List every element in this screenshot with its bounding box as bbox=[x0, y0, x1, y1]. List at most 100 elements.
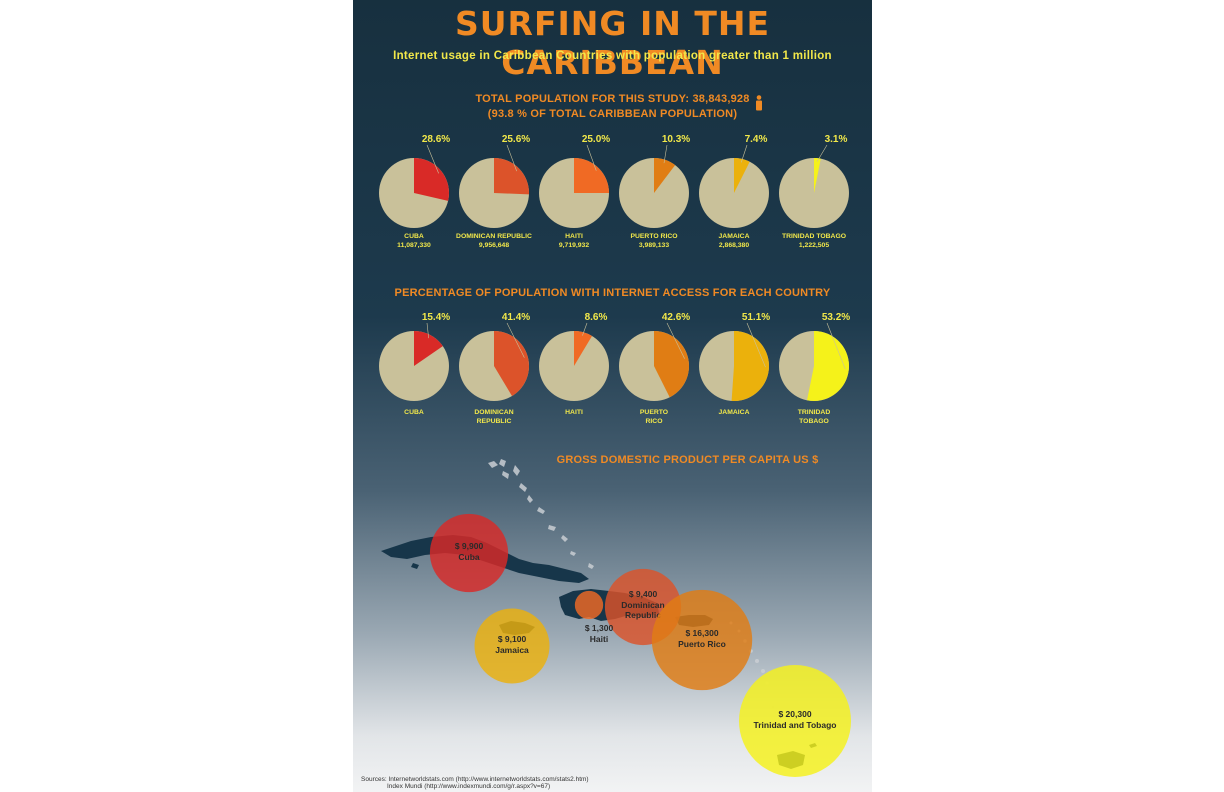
pie-puerto-rico: 42.6% PUERTO RICO bbox=[619, 312, 690, 425]
leader-line-puerto-rico bbox=[666, 322, 685, 359]
pie-haiti: 8.6% HAITI bbox=[539, 312, 609, 416]
isle-of-youth bbox=[411, 563, 419, 569]
pie-cuba: 28.6% CUBA 11,087,330 bbox=[379, 134, 450, 249]
pie-jamaica: 51.1% JAMAICA bbox=[699, 312, 770, 416]
gdp-circle-puerto-rico bbox=[651, 589, 753, 691]
leader-line-trinidad-tobago bbox=[816, 144, 828, 162]
leader-line-dominican-republic bbox=[506, 144, 517, 172]
leader-line-dominican-republic bbox=[506, 322, 525, 358]
leader-line-puerto-rico bbox=[663, 144, 668, 164]
leader-line-haiti bbox=[586, 144, 597, 171]
pie-slice-puerto-rico bbox=[654, 331, 689, 398]
pie-pct-puerto-rico: 10.3% bbox=[662, 134, 690, 145]
pie-puerto-rico: 10.3% PUERTO RICO 3,989,133 bbox=[619, 134, 690, 249]
pie-label-haiti: HAITI bbox=[565, 409, 583, 416]
gdp-name-haiti: Haiti bbox=[590, 634, 608, 644]
gdp-circle-jamaica bbox=[474, 608, 550, 684]
pie-slice-haiti bbox=[574, 158, 609, 193]
gdp-value-jamaica: $ 9,100 bbox=[498, 634, 527, 644]
pie-slice-cuba bbox=[414, 158, 449, 201]
page-title: SURFING IN THE CARIBBEAN bbox=[454, 4, 771, 82]
pie-label-dominican-republic: DOMINICAN REPUBLIC bbox=[456, 233, 532, 240]
source-line-2: Index Mundi (http://www.indexmundi.com/g… bbox=[387, 783, 551, 790]
leader-line-cuba bbox=[426, 322, 429, 339]
pie-pct-trinidad-tobago: 3.1% bbox=[825, 134, 848, 145]
pie-label-puerto-rico: PUERTO bbox=[640, 409, 668, 416]
pie-label-trinidad-tobago: TRINIDAD bbox=[798, 409, 831, 416]
gdp-title: GROSS DOMESTIC PRODUCT PER CAPITA US $ bbox=[556, 454, 819, 466]
gdp-value-dominican-republic: $ 9,400 bbox=[629, 589, 658, 599]
pie-dominican-republic: 25.6% DOMINICAN REPUBLIC 9,956,648 bbox=[456, 134, 532, 249]
population-title-line1: TOTAL POPULATION FOR THIS STUDY: 38,843,… bbox=[475, 93, 750, 105]
pie-label-puerto-rico: RICO bbox=[646, 418, 663, 425]
pie-cuba: 15.4% CUBA bbox=[379, 312, 450, 416]
pie-value-cuba: 11,087,330 bbox=[397, 242, 431, 249]
pie-jamaica: 7.4% JAMAICA 2,868,380 bbox=[699, 134, 769, 249]
pie-label-cuba: CUBA bbox=[404, 233, 424, 240]
pie-label-trinidad-tobago: TOBAGO bbox=[799, 418, 829, 425]
pie-label-cuba: CUBA bbox=[404, 409, 424, 416]
gdp-name-puerto-rico: Puerto Rico bbox=[678, 639, 726, 649]
gdp-name-dominican-republic: Dominican bbox=[621, 600, 664, 610]
leader-line-haiti bbox=[582, 322, 588, 336]
pie-pct-dominican-republic: 25.6% bbox=[502, 134, 530, 145]
source-line-1: Sources: Internetworldstats.com (http://… bbox=[361, 776, 589, 783]
pie-pct-cuba: 28.6% bbox=[422, 134, 450, 145]
pie-slice-trinidad-tobago bbox=[814, 158, 821, 193]
person-icon bbox=[756, 95, 762, 111]
gdp-circle-cuba bbox=[429, 513, 509, 593]
gdp-value-cuba: $ 9,900 bbox=[455, 541, 484, 551]
population-pie-chart: 28.6% CUBA 11,087,330 25.6% DOMINICAN REPUBL… bbox=[379, 134, 849, 249]
pie-pct-puerto-rico: 42.6% bbox=[662, 312, 690, 323]
leader-line-trinidad-tobago bbox=[826, 322, 846, 370]
pie-slice-haiti bbox=[574, 331, 593, 366]
pie-dominican-republic: 41.4% DOMINICAN REPUBLIC bbox=[459, 312, 530, 425]
pie-trinidad-tobago: 53.2% TRINIDAD TOBAGO bbox=[779, 312, 850, 425]
pie-pct-dominican-republic: 41.4% bbox=[502, 312, 530, 323]
pie-slice-cuba bbox=[414, 331, 443, 366]
leader-line-jamaica bbox=[740, 144, 748, 163]
pie-value-haiti: 9,719,932 bbox=[559, 242, 589, 249]
gdp-name-trinidad-tobago: Trinidad and Tobago bbox=[754, 720, 837, 730]
pie-label-dominican-republic: REPUBLIC bbox=[477, 418, 512, 425]
pie-label-jamaica: JAMAICA bbox=[719, 409, 750, 416]
gdp-name-jamaica: Jamaica bbox=[495, 645, 529, 655]
pie-value-puerto-rico: 3,989,133 bbox=[639, 242, 669, 249]
pie-value-jamaica: 2,868,380 bbox=[719, 242, 749, 249]
population-title-line2: (93.8 % OF TOTAL CARIBBEAN POPULATION) bbox=[487, 108, 738, 120]
pie-label-puerto-rico: PUERTO RICO bbox=[630, 233, 677, 240]
leader-line-cuba bbox=[426, 144, 439, 174]
pie-slice-jamaica bbox=[731, 331, 770, 401]
pie-slice-dominican-republic bbox=[494, 158, 529, 195]
pie-value-trinidad-tobago: 1,222,505 bbox=[799, 242, 829, 249]
page-subtitle: Internet usage in Caribbean Countries wi… bbox=[393, 50, 832, 62]
internet-pie-chart: 15.4% CUBA 41.4% DOMINICAN REPUBLIC 8.6% HAITI… bbox=[379, 312, 850, 425]
bahamas-islands bbox=[488, 459, 594, 569]
gdp-circle-haiti bbox=[574, 590, 604, 620]
gdp-name-dominican-republic: Republic bbox=[625, 610, 661, 620]
pie-haiti: 25.0% HAITI 9,719,932 bbox=[539, 134, 610, 249]
pie-slice-jamaica bbox=[734, 158, 750, 193]
internet-title: PERCENTAGE OF POPULATION WITH INTERNET A… bbox=[394, 287, 831, 299]
pie-pct-haiti: 25.0% bbox=[582, 134, 610, 145]
pie-label-dominican-republic: DOMINICAN bbox=[474, 409, 513, 416]
pie-pct-cuba: 15.4% bbox=[422, 312, 450, 323]
sources: Sources: Internetworldstats.com (http://… bbox=[361, 776, 589, 790]
gdp-value-puerto-rico: $ 16,300 bbox=[685, 628, 718, 638]
gdp-name-cuba: Cuba bbox=[458, 552, 480, 562]
pie-slice-dominican-republic bbox=[494, 331, 529, 397]
pie-pct-trinidad-tobago: 53.2% bbox=[822, 312, 850, 323]
leader-line-jamaica bbox=[746, 322, 766, 368]
pie-slice-trinidad-tobago bbox=[807, 331, 849, 401]
pie-label-haiti: HAITI bbox=[565, 233, 583, 240]
pie-pct-haiti: 8.6% bbox=[585, 312, 608, 323]
pie-value-dominican-republic: 9,956,648 bbox=[479, 242, 509, 249]
infographic-poster: SURFING IN THE CARIBBEAN Internet usage … bbox=[353, 0, 872, 792]
